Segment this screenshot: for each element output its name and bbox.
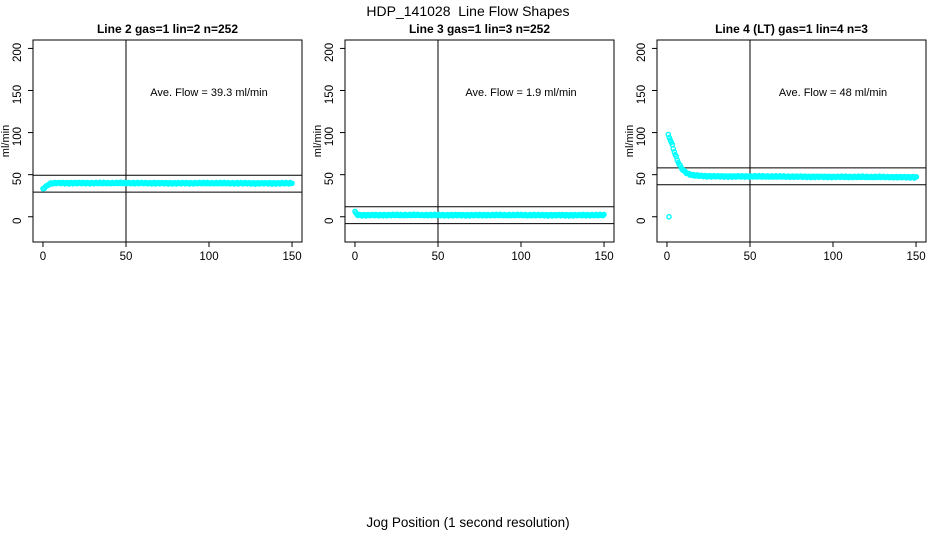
data-point	[289, 180, 295, 187]
y-tick-label: 200	[636, 43, 648, 62]
ave-flow-annotation: Ave. Flow = 1.9 ml/min	[465, 87, 576, 99]
y-tick-label: 150	[12, 85, 24, 104]
flow-panel-2: Line 3 gas=1 lin=3 n=252 0 50 100 150 0 50 100 1…	[312, 22, 615, 263]
y-tick-label: 150	[324, 85, 336, 104]
panel-title: Line 4 (LT) gas=1 lin=4 n=3	[715, 22, 868, 36]
y-tick-label: 0	[636, 218, 648, 224]
x-tick-label: 100	[199, 251, 218, 263]
y-axis-label: ml/min	[624, 125, 636, 157]
x-tick-label: 150	[594, 251, 613, 263]
y-tick-label: 0	[324, 218, 336, 224]
plot-box	[656, 39, 927, 243]
y-tick-label: 0	[12, 218, 24, 224]
y-tick-label: 50	[324, 172, 336, 185]
y-tick-label: 100	[324, 127, 336, 146]
x-tick-label: 100	[823, 251, 842, 263]
plot-box	[344, 39, 615, 243]
x-tick-label: 50	[120, 251, 133, 263]
x-tick-label: 0	[40, 251, 46, 263]
data-point	[913, 173, 920, 180]
y-tick-label: 200	[12, 43, 24, 62]
data-point	[601, 211, 607, 218]
x-tick-label: 0	[352, 251, 358, 263]
y-tick-label: 50	[12, 172, 24, 185]
x-tick-label: 150	[906, 251, 925, 263]
outlier-point	[666, 213, 672, 220]
y-tick-label: 100	[12, 127, 24, 146]
x-axis-label: Jog Position (1 second resolution)	[366, 515, 570, 530]
data-point	[665, 131, 672, 138]
ave-flow-annotation: Ave. Flow = 39.3 ml/min	[150, 87, 267, 99]
plot-box	[32, 39, 303, 243]
y-tick-label: 50	[636, 172, 648, 185]
y-tick-label: 150	[636, 85, 648, 104]
x-tick-label: 50	[744, 251, 757, 263]
flow-panel-3: Line 4 (LT) gas=1 lin=4 n=3 0 50 100 150 0 50 1…	[624, 22, 927, 263]
y-tick-label: 200	[324, 43, 336, 62]
y-axis-label: ml/min	[312, 125, 324, 157]
x-tick-label: 50	[432, 251, 445, 263]
panel-title: Line 3 gas=1 lin=3 n=252	[409, 22, 550, 36]
ave-flow-annotation: Ave. Flow = 48 ml/min	[779, 87, 887, 99]
x-tick-label: 100	[511, 251, 530, 263]
x-tick-label: 150	[282, 251, 301, 263]
x-tick-label: 0	[664, 251, 670, 263]
panel-title: Line 2 gas=1 lin=2 n=252	[97, 22, 238, 36]
y-axis-label: ml/min	[0, 125, 12, 157]
y-tick-label: 100	[636, 127, 648, 146]
data-point	[670, 145, 677, 152]
data-point	[671, 148, 678, 155]
figure-title: HDP_141028 Line Flow Shapes	[366, 3, 570, 19]
flow-panel-1: Line 2 gas=1 lin=2 n=252 0 50 100 150 0 50 100 1…	[0, 22, 303, 263]
